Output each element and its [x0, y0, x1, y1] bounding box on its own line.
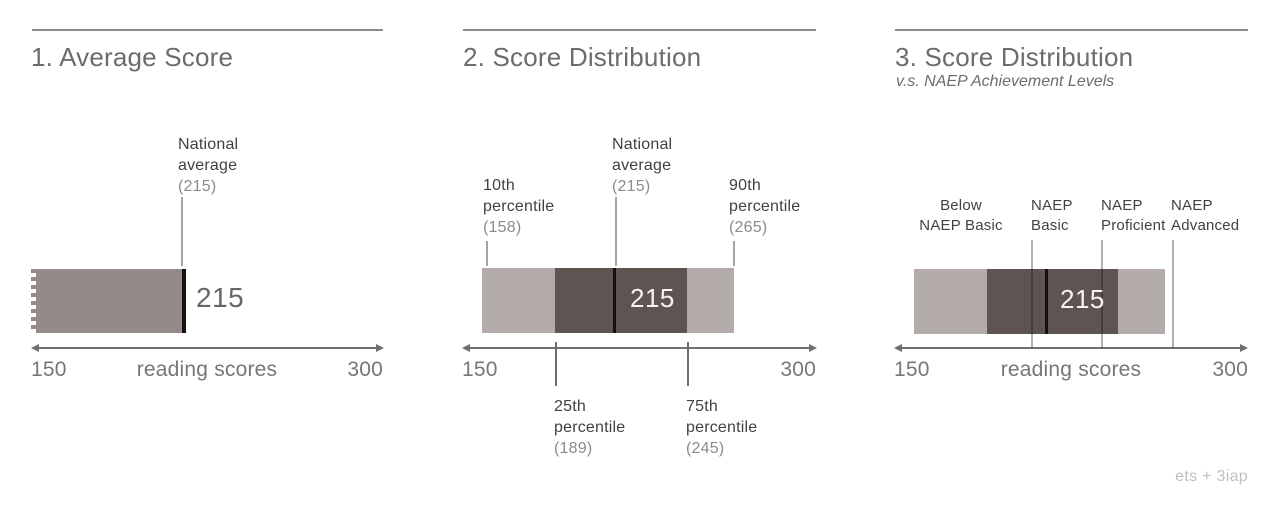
level-line: NAEP Basic	[919, 217, 1003, 234]
p2-segment-10-25	[482, 268, 555, 333]
annotation-line: 10th	[483, 177, 515, 194]
annotation-line: 90th	[729, 177, 761, 194]
p2-average-marker-line	[613, 268, 616, 333]
p3-segment-10-25	[914, 269, 987, 334]
axis-max-label: 300	[347, 358, 383, 381]
p3-segment-25-75	[987, 269, 1118, 334]
p3-segment-75-90	[1118, 269, 1165, 334]
axis-max-label: 300	[780, 358, 816, 381]
annotation-line: National	[612, 136, 673, 153]
p2-axis-arrow-left	[462, 344, 470, 352]
annotation-value: (265)	[729, 219, 768, 236]
p2-axis-arrow-right	[809, 344, 817, 352]
axis-title: reading scores	[1000, 358, 1142, 381]
p3-axis-arrow-left	[894, 344, 902, 352]
credit-text: ets + 3iap	[1175, 468, 1248, 485]
annotation-line: percentile	[729, 198, 801, 215]
p2-segment-25-75	[555, 268, 687, 333]
p3-level-proficient: NAEP Proficient	[1101, 196, 1166, 236]
axis-min-label: 150	[462, 358, 498, 381]
p1-average-marker-line	[182, 269, 186, 333]
p1-axis-labels: 150 reading scores 300	[31, 358, 383, 382]
p1-title: 1. Average Score	[31, 42, 234, 72]
p2-leader-10th	[486, 241, 488, 266]
axis-min-label: 150	[31, 358, 67, 381]
p2-average-value-label: 215	[630, 283, 675, 313]
annotation-line: percentile	[554, 419, 626, 436]
level-line: NAEP	[1101, 197, 1143, 214]
annotation-value: (215)	[612, 178, 651, 195]
p2-top-rule	[463, 29, 816, 31]
level-line: Basic	[1031, 217, 1069, 234]
p1-national-average-annotation: National average (215)	[178, 134, 238, 197]
p3-distribution-bar: 215	[914, 269, 1165, 334]
level-line: Advanced	[1171, 217, 1240, 234]
p1-axis-line	[36, 347, 379, 349]
p3-cutoff-line-advanced	[1172, 240, 1174, 348]
annotation-value: (245)	[686, 440, 725, 457]
p2-90th-percentile-annotation: 90th percentile (265)	[729, 175, 800, 238]
level-line: Proficient	[1101, 217, 1166, 234]
p2-leader-national-average	[615, 197, 617, 266]
p3-axis-arrow-right	[1240, 344, 1248, 352]
p3-cutoff-line-proficient	[1101, 240, 1103, 348]
p2-segment-75-90	[687, 268, 734, 333]
level-line: NAEP	[1031, 197, 1073, 214]
p3-subtitle: v.s. NAEP Achievement Levels	[896, 73, 1115, 90]
axis-title: reading scores	[136, 358, 278, 381]
p1-average-bar	[36, 269, 182, 333]
p2-axis-line	[467, 347, 812, 349]
p3-axis-labels: 150 reading scores 300	[894, 358, 1248, 382]
annotation-line: percentile	[686, 419, 758, 436]
p2-leader-90th	[733, 241, 735, 266]
p2-10th-percentile-annotation: 10th percentile (158)	[483, 175, 554, 238]
level-line: NAEP	[1171, 197, 1213, 214]
p3-average-value-label: 215	[1060, 284, 1105, 314]
p3-average-marker-line	[1045, 269, 1048, 334]
p2-tick-75th	[687, 342, 689, 386]
p1-average-value-label: 215	[196, 282, 245, 313]
p3-level-advanced: NAEP Advanced	[1171, 196, 1239, 236]
annotation-line: average	[178, 157, 238, 174]
p3-level-below-basic: Below NAEP Basic	[895, 196, 1027, 236]
annotation-value: (215)	[178, 178, 217, 195]
level-line: Below	[940, 197, 982, 214]
annotation-line: 75th	[686, 398, 718, 415]
annotation-line: percentile	[483, 198, 555, 215]
p2-25th-percentile-annotation: 25th percentile (189)	[554, 396, 625, 459]
p1-axis-arrow-right	[376, 344, 384, 352]
p1-leader-line	[181, 197, 183, 266]
p2-tick-25th	[555, 342, 557, 386]
axis-max-label: 300	[1212, 358, 1248, 381]
p2-75th-percentile-annotation: 75th percentile (245)	[686, 396, 757, 459]
p1-top-rule	[32, 29, 383, 31]
p2-national-average-annotation: National average (215)	[612, 134, 672, 197]
p3-level-basic: NAEP Basic	[1031, 196, 1073, 236]
annotation-line: 25th	[554, 398, 586, 415]
annotation-value: (158)	[483, 219, 522, 236]
p2-distribution-bar: 215	[482, 268, 734, 333]
p1-axis-arrow-left	[31, 344, 39, 352]
annotation-line: National	[178, 136, 239, 153]
annotation-value: (189)	[554, 440, 593, 457]
p2-axis-labels: 150 300	[462, 358, 816, 382]
p3-axis-line	[899, 347, 1243, 349]
p2-title: 2. Score Distribution	[463, 42, 702, 72]
p1-bar-serrated-edge	[31, 269, 36, 333]
p3-title: 3. Score Distribution	[895, 42, 1134, 72]
annotation-line: average	[612, 157, 672, 174]
axis-min-label: 150	[894, 358, 930, 381]
p3-cutoff-line-basic	[1031, 240, 1033, 348]
p3-top-rule	[895, 29, 1248, 31]
